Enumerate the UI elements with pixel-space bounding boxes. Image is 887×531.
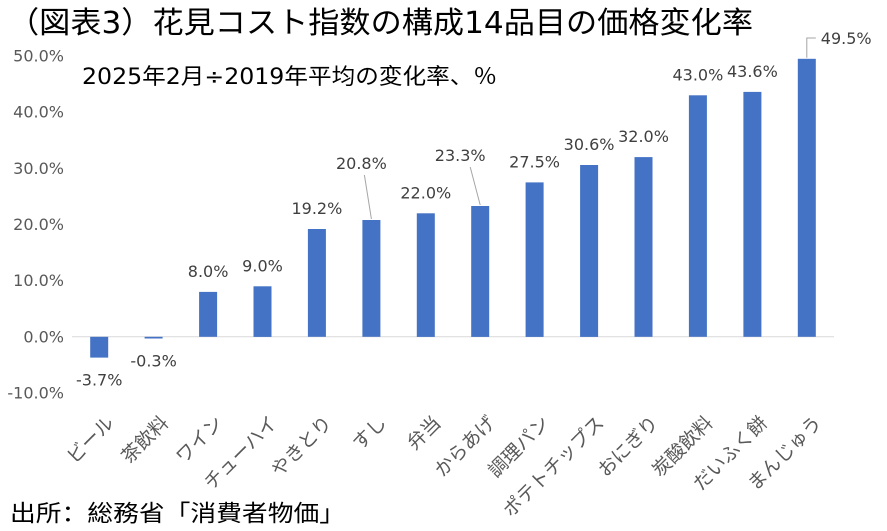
data-label-daifuku: 43.6% bbox=[727, 62, 778, 81]
y-tick-label-30: 30.0% bbox=[13, 159, 64, 178]
bar-prepared-bread bbox=[525, 182, 544, 337]
bar-tea-drink bbox=[144, 336, 163, 339]
chart-subtitle: 2025年2月÷2019年平均の変化率、％ bbox=[82, 65, 497, 90]
leader-lines bbox=[363, 37, 816, 220]
chart-title: （図表3）花見コスト指数の構成14品目の価格変化率 bbox=[8, 6, 753, 41]
leader-line-sushi bbox=[363, 174, 372, 220]
data-label-potato-chips: 30.6% bbox=[564, 135, 615, 154]
y-axis: 50.0% 40.0% 30.0% 20.0% 10.0% 0.0% -10.0% bbox=[7, 47, 64, 403]
bar-potato-chips bbox=[580, 165, 599, 337]
leader-line-karaage bbox=[469, 166, 481, 206]
y-tick-label-50: 50.0% bbox=[13, 47, 64, 66]
data-label-prepared-bread: 27.5% bbox=[509, 152, 560, 171]
bar-carbonated-drink bbox=[688, 95, 707, 337]
y-tick-label-minus-10: -10.0% bbox=[7, 384, 64, 403]
y-tick-label-10: 10.0% bbox=[13, 271, 64, 290]
bar-chuhai bbox=[253, 286, 272, 337]
y-tick-label-40: 40.0% bbox=[13, 103, 64, 122]
bar-karaage bbox=[471, 206, 490, 337]
data-label-wine: 8.0% bbox=[188, 262, 229, 281]
data-label-onigiri: 32.0% bbox=[618, 127, 669, 146]
data-label-tea-drink: -0.3% bbox=[130, 352, 176, 371]
bar-wine bbox=[199, 291, 218, 337]
leader-line-manju bbox=[806, 37, 816, 58]
data-label-yakitori: 19.2% bbox=[291, 199, 342, 218]
y-tick-label-20: 20.0% bbox=[13, 215, 64, 234]
data-label-sushi: 20.8% bbox=[336, 154, 387, 173]
data-label-bento: 22.0% bbox=[400, 183, 451, 202]
data-labels: -3.7% -0.3% 8.0% 9.0% 19.2% 20.8% 22.0% 23.3% 27… bbox=[76, 29, 872, 390]
bar-sushi bbox=[362, 220, 381, 337]
bar-daifuku bbox=[743, 91, 762, 337]
y-tick-label-0: 0.0% bbox=[23, 327, 64, 346]
data-label-manju: 49.5% bbox=[821, 29, 872, 48]
data-label-karaage: 23.3% bbox=[435, 146, 486, 165]
data-label-beer: -3.7% bbox=[76, 371, 122, 390]
bars bbox=[90, 58, 816, 358]
bar-manju bbox=[797, 58, 816, 337]
bar-yakitori bbox=[307, 229, 326, 337]
bar-onigiri bbox=[634, 157, 653, 337]
bar-beer bbox=[90, 336, 109, 358]
data-label-carbonated-drink: 43.0% bbox=[672, 65, 723, 84]
data-label-chuhai: 9.0% bbox=[242, 256, 283, 275]
source-note: 出所：総務省「消費者物価」 bbox=[10, 501, 345, 527]
bar-bento bbox=[416, 213, 435, 337]
